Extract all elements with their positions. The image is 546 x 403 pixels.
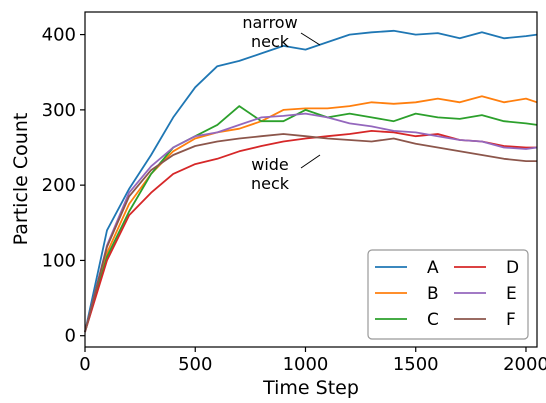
y-axis-title: Particle Count (10, 113, 32, 246)
y-tick-label-100: 100 (42, 250, 76, 271)
annotation-wide-text-1: wide (251, 155, 289, 174)
y-tick-label-0: 0 (65, 326, 76, 347)
series-line-a (84, 29, 538, 333)
legend: ABC DEF (367, 249, 529, 340)
annotation-narrow-neck: narrow neck (242, 13, 321, 51)
annotation-narrow-text-2: neck (251, 32, 290, 51)
annotation-wide-arrow (300, 154, 321, 169)
x-tick-label-0: 0 (79, 354, 90, 375)
x-tick-label-1500: 1500 (393, 354, 439, 375)
plot-frame (84, 11, 538, 348)
legend-label-f: F (506, 310, 516, 330)
y-tick-label-300: 300 (42, 100, 76, 121)
x-tick-label-1000: 1000 (283, 354, 329, 375)
legend-label-c: C (427, 310, 439, 330)
y-tick-label-200: 200 (42, 175, 76, 196)
x-tick-label-2000: 2000 (503, 354, 546, 375)
legend-label-d: D (506, 258, 519, 278)
series-layer (84, 29, 538, 333)
series-line-c (84, 105, 538, 333)
annotation-narrow-arrow (300, 32, 321, 46)
annotation-wide-neck: wide neck (251, 154, 321, 193)
annotation-narrow-text-1: narrow (242, 13, 297, 32)
annotation-wide-text-2: neck (251, 174, 290, 193)
legend-label-b: B (427, 284, 439, 304)
series-line-e (84, 112, 538, 333)
series-line-f (84, 133, 537, 333)
axes-layer: 0 500 1000 1500 2000 0 100 200 300 400 (42, 25, 546, 375)
y-tick-label-400: 400 (42, 25, 76, 46)
x-tick-label-500: 500 (178, 354, 212, 375)
x-axis-title: Time Step (262, 377, 359, 399)
legend-label-e: E (506, 284, 517, 304)
legend-label-a: A (427, 258, 439, 278)
legend-box (367, 249, 529, 340)
